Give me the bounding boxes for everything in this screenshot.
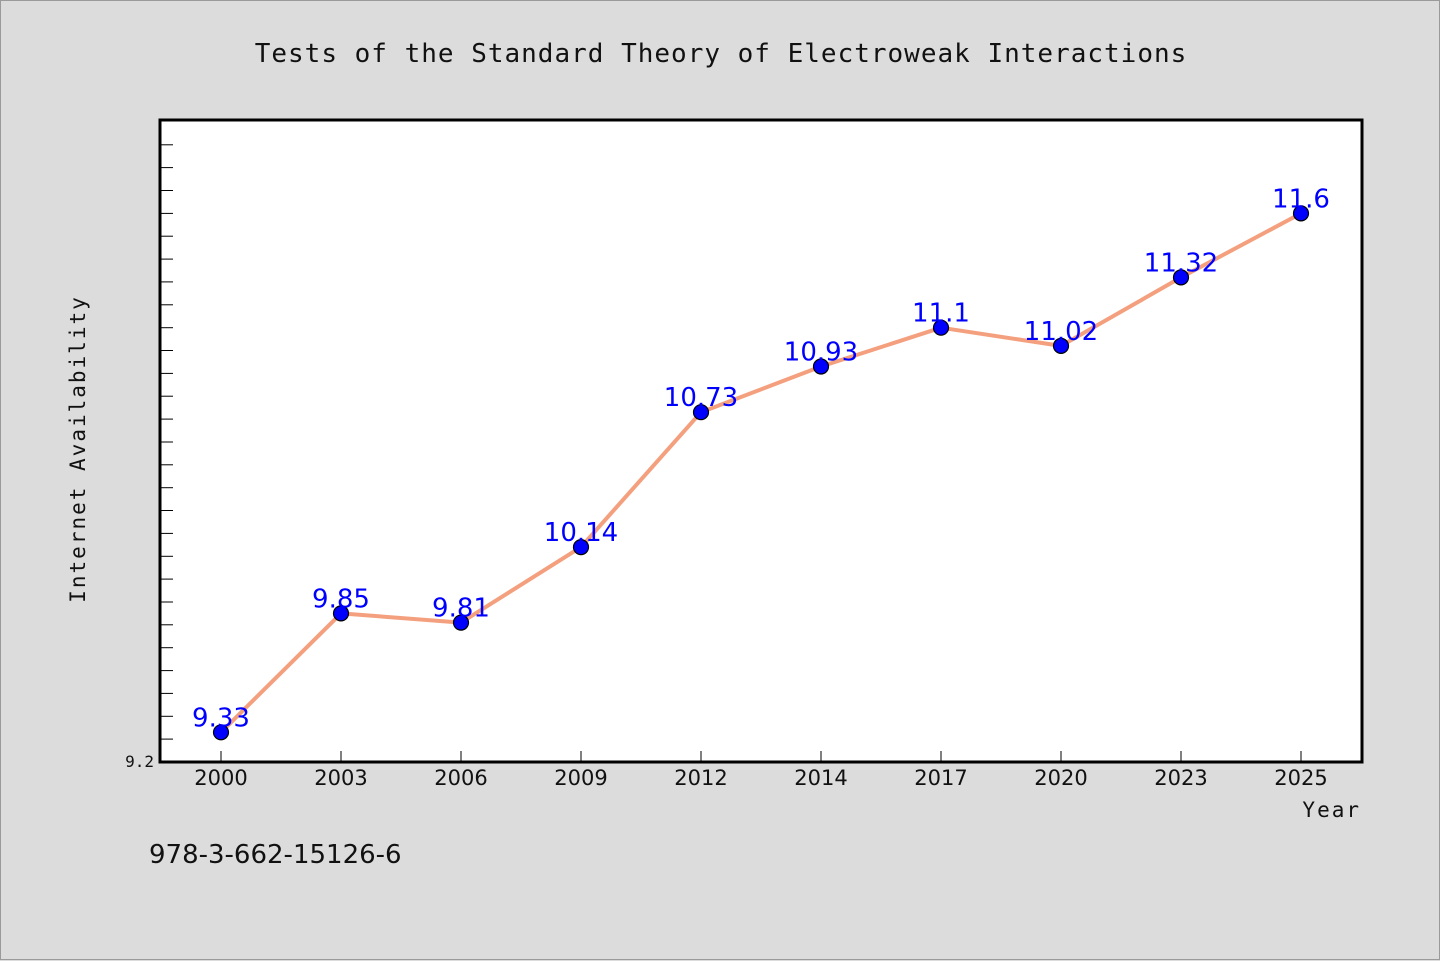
x-tick-label: 2017 (914, 766, 967, 790)
x-axis-title: Year (1302, 798, 1361, 822)
data-point (332, 605, 350, 622)
isbn-note: 978-3-662-15126-6 (149, 840, 402, 870)
data-label: 9.85 (312, 584, 370, 614)
x-tick-label: 2009 (554, 766, 607, 790)
data-label: 10.93 (784, 338, 858, 368)
x-tick-label: 2012 (674, 766, 727, 790)
x-tick-label: 2000 (194, 766, 247, 790)
x-axis-ticks: 2000 2003 2006 2009 2012 2014 2017 2020 2023 2025 (194, 751, 1328, 790)
data-point (572, 538, 590, 556)
data-label: 11.1 (912, 299, 970, 329)
x-tick-label: 2023 (1154, 766, 1207, 790)
data-point (212, 724, 230, 741)
data-point (1052, 337, 1070, 354)
chart-title: Tests of the Standard Theory of Electrow… (255, 39, 1188, 69)
data-label: 11.02 (1024, 317, 1098, 347)
data-point (452, 614, 470, 631)
data-point (1292, 205, 1310, 222)
x-tick-label: 2014 (794, 766, 847, 790)
data-point (1172, 269, 1190, 286)
x-tick-label: 2006 (434, 766, 487, 790)
data-label: 9.81 (432, 594, 490, 624)
data-labels: 9.33 9.85 9.81 10.14 10.73 10.93 11.1 11.02 11.3… (192, 184, 1330, 733)
data-label: 9.33 (192, 703, 250, 733)
data-markers (212, 205, 1310, 741)
data-point (932, 319, 950, 336)
data-label: 10.73 (664, 383, 738, 413)
x-tick-label: 2025 (1274, 766, 1327, 790)
y-axis-title: Internet Availability (66, 295, 90, 603)
data-label: 11.6 (1272, 184, 1330, 214)
x-tick-label: 2003 (314, 766, 367, 790)
data-point (812, 358, 830, 375)
y-axis-ticks (160, 144, 173, 763)
data-label: 10.14 (544, 518, 618, 548)
x-tick-label: 2020 (1034, 766, 1087, 790)
series-line (219, 211, 1302, 734)
data-label: 11.32 (1144, 248, 1218, 278)
y-tick-label: 9.2 (125, 752, 154, 771)
data-point (692, 404, 710, 421)
plot-area (158, 118, 1364, 764)
